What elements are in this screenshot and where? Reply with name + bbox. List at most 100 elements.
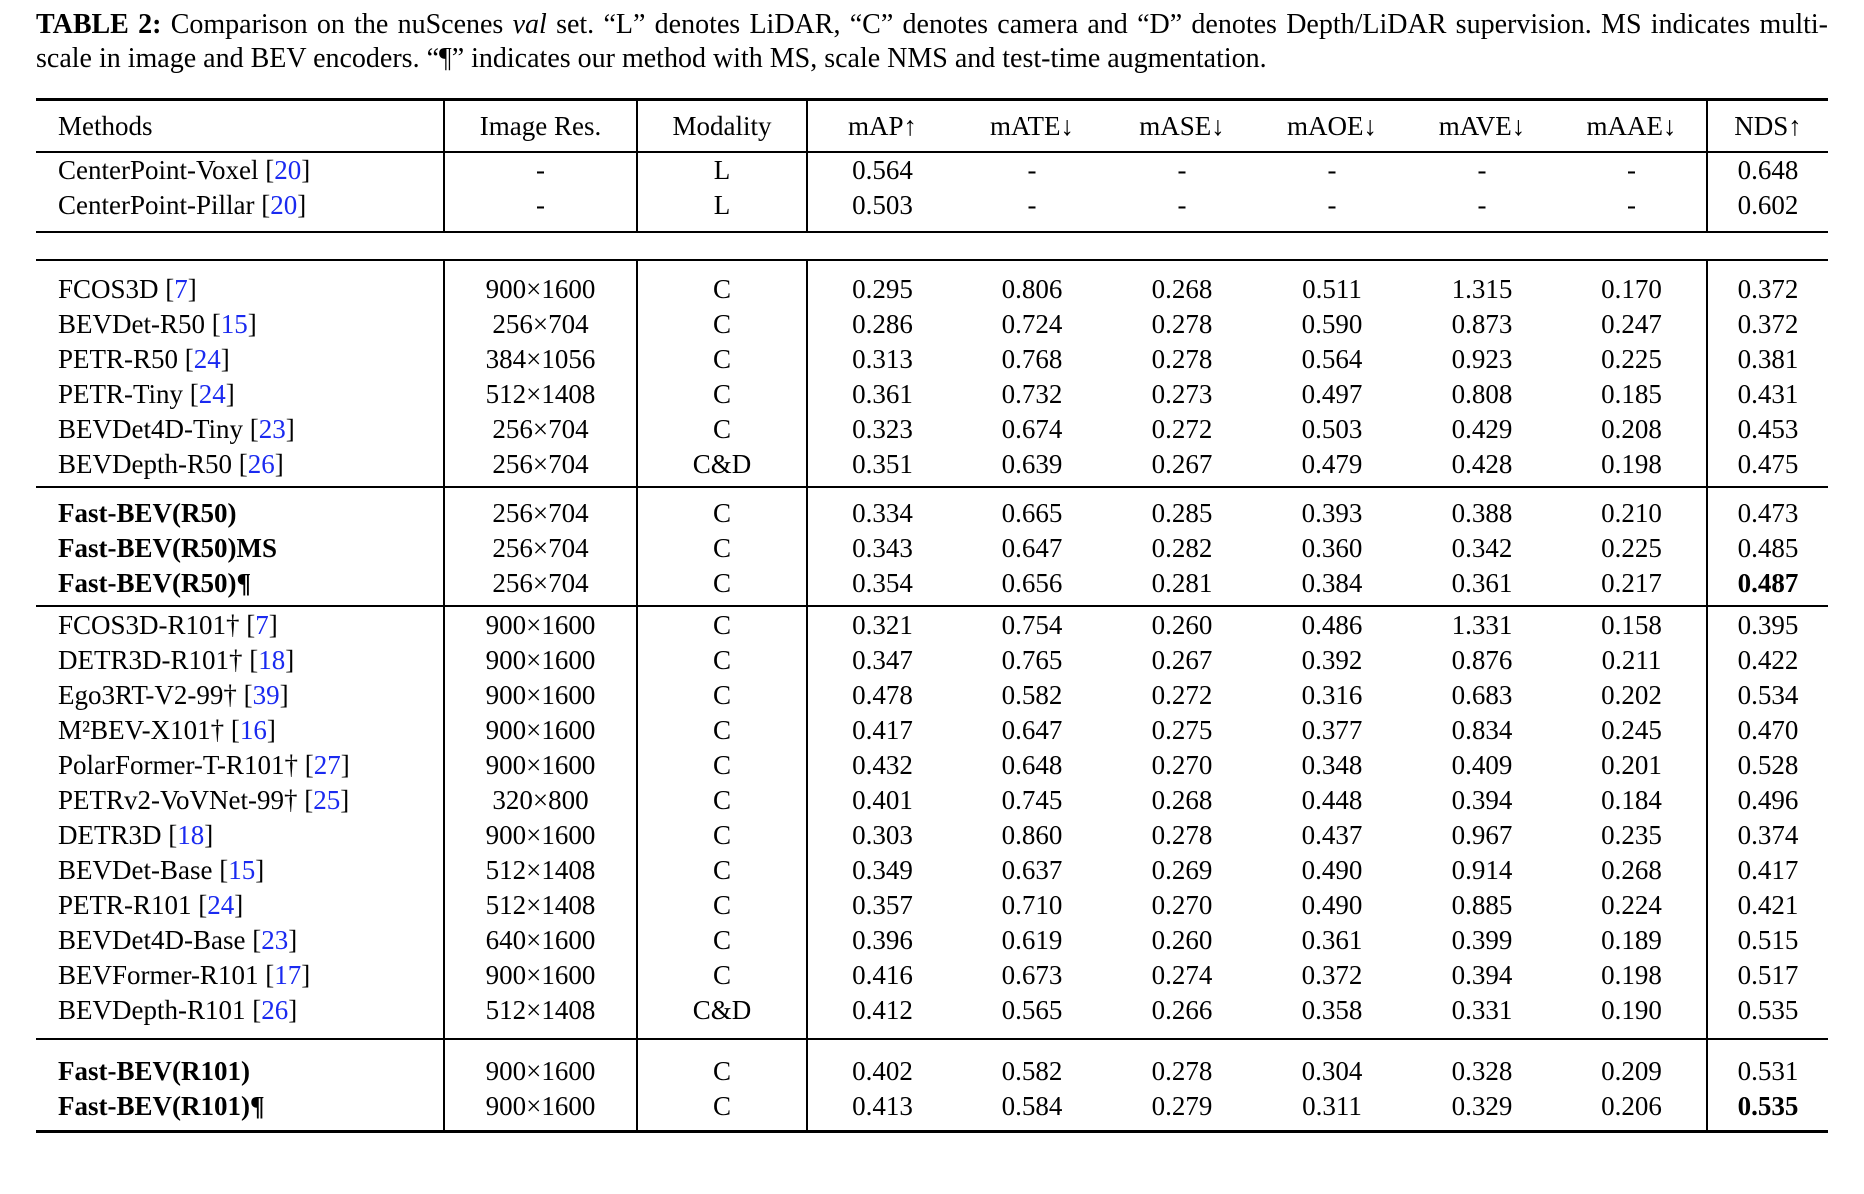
table-row: Fast-BEV(R50)¶ 256×704 C 0.354 0.656 0.281 0.3… bbox=[36, 566, 1828, 606]
citation-link[interactable]: 16 bbox=[239, 715, 267, 745]
citation-link[interactable]: 18 bbox=[177, 820, 205, 850]
metric-cell: - bbox=[1477, 155, 1487, 185]
metric-cell: 0.281 bbox=[1151, 568, 1213, 598]
metric-cell: - bbox=[1177, 190, 1187, 220]
modality-cell: C bbox=[637, 888, 808, 923]
method-cell: Fast-BEV(R101) bbox=[36, 1038, 445, 1089]
nds-cell: 0.395 bbox=[1707, 605, 1828, 643]
metric-cell: - bbox=[1557, 188, 1708, 232]
image-res-cell: 640×1600 bbox=[444, 923, 638, 958]
nds-cell: 0.648 bbox=[1737, 155, 1799, 185]
nds-cell: 0.531 bbox=[1707, 1038, 1828, 1089]
metric-cell: 0.184 bbox=[1557, 783, 1708, 818]
citation-link[interactable]: 17 bbox=[274, 960, 302, 990]
metric-cell: 0.275 bbox=[1151, 715, 1213, 745]
caption-val-word: val bbox=[512, 9, 547, 40]
modality-cell: C bbox=[637, 377, 808, 412]
metric-cell: 0.479 bbox=[1301, 449, 1363, 479]
metric-cell: 0.392 bbox=[1301, 645, 1363, 675]
metric-cell: 0.331 bbox=[1451, 995, 1513, 1025]
metric-cell: 0.448 bbox=[1301, 785, 1363, 815]
citation-link[interactable]: 24 bbox=[207, 890, 235, 920]
metric-cell: 0.357 bbox=[852, 890, 913, 920]
nds-cell: 0.421 bbox=[1737, 890, 1799, 920]
metric-cell: 0.270 bbox=[1151, 750, 1213, 780]
metric-cell: 0.437 bbox=[1301, 820, 1363, 850]
method-cell: Fast-BEV(R50)¶ bbox=[36, 566, 445, 606]
metric-cell: 0.361 bbox=[852, 379, 913, 409]
metric-cell: 0.511 bbox=[1302, 274, 1362, 304]
metric-cell: 0.348 bbox=[1301, 750, 1363, 780]
citation-link[interactable]: 26 bbox=[261, 995, 289, 1025]
column-header: mAAE↓ bbox=[1557, 99, 1708, 153]
metric-cell: 0.834 bbox=[1451, 715, 1513, 745]
nds-cell: 0.374 bbox=[1737, 820, 1799, 850]
nds-cell: 0.473 bbox=[1707, 486, 1828, 531]
metric-cell: 0.347 bbox=[852, 645, 913, 675]
citation-link[interactable]: 23 bbox=[261, 925, 289, 955]
citation-link[interactable]: 39 bbox=[252, 680, 280, 710]
modality-cell: C bbox=[637, 678, 808, 713]
metric-cell: 0.282 bbox=[1151, 533, 1213, 563]
citation-link[interactable]: 7 bbox=[174, 274, 188, 304]
metric-cell: 0.565 bbox=[1001, 995, 1063, 1025]
citation-link[interactable]: 24 bbox=[198, 379, 226, 409]
table-caption: TABLE 2: Comparison on the nuScenes val … bbox=[36, 8, 1828, 76]
method-name: Fast-BEV(R101)¶ bbox=[58, 1091, 265, 1121]
metric-cell: 0.211 bbox=[1557, 643, 1708, 678]
metric-cell: 0.590 bbox=[1301, 309, 1363, 339]
citation-link[interactable]: 23 bbox=[258, 414, 286, 444]
metric-cell: 0.323 bbox=[852, 414, 913, 444]
nds-cell: 0.485 bbox=[1737, 533, 1799, 563]
metric-cell: 0.201 bbox=[1557, 748, 1708, 783]
method-name: Fast-BEV(R50)MS bbox=[58, 533, 277, 563]
method-name: Fast-BEV(R50)¶ bbox=[58, 568, 252, 598]
nds-cell: 0.372 bbox=[1737, 274, 1799, 304]
method-name: DETR3D bbox=[58, 820, 162, 850]
metric-cell: 0.860 bbox=[1001, 820, 1063, 850]
citation-link[interactable]: 7 bbox=[255, 610, 269, 640]
citation-link[interactable]: 27 bbox=[313, 750, 341, 780]
metric-cell: 0.923 bbox=[1451, 344, 1513, 374]
metric-cell: 0.274 bbox=[1151, 960, 1213, 990]
citation-link[interactable]: 26 bbox=[247, 449, 275, 479]
citation-link[interactable]: 18 bbox=[258, 645, 286, 675]
metric-cell: 0.639 bbox=[1001, 449, 1063, 479]
citation-link[interactable]: 15 bbox=[220, 309, 248, 339]
table-row: Ego3RT-V2-99† [39] 900×1600 C 0.478 0.582 0.2… bbox=[36, 678, 1828, 713]
method-name: BEVFormer-R101 bbox=[58, 960, 259, 990]
citation-link[interactable]: 20 bbox=[270, 190, 298, 220]
metric-cell: 0.278 bbox=[1107, 1038, 1257, 1089]
citation-link[interactable]: 25 bbox=[313, 785, 341, 815]
modality-cell: C bbox=[637, 748, 808, 783]
metric-cell: 0.503 bbox=[852, 190, 913, 220]
column-header: mATE↓ bbox=[957, 99, 1107, 153]
table-row: BEVDet-Base [15] 512×1408 C 0.349 0.637 0.269… bbox=[36, 853, 1828, 888]
table-row: M²BEV-X101† [16] 900×1600 C 0.417 0.647 0.275… bbox=[36, 713, 1828, 748]
metric-cell: 0.198 bbox=[1557, 447, 1708, 487]
method-cell: DETR3D-R101† [18] bbox=[36, 643, 445, 678]
table-row: PETRv2-VoVNet-99† [25] 320×800 C 0.401 0.745… bbox=[36, 783, 1828, 818]
metric-cell: 0.377 bbox=[1301, 715, 1363, 745]
citation-link[interactable]: 20 bbox=[274, 155, 302, 185]
nds-cell: 0.422 bbox=[1737, 645, 1799, 675]
image-res-cell: 900×1600 bbox=[444, 1038, 638, 1089]
method-cell: PETR-Tiny [24] bbox=[36, 377, 445, 412]
caption-label: TABLE 2: bbox=[36, 9, 162, 40]
metric-cell: - bbox=[1477, 190, 1487, 220]
metric-cell: 0.268 bbox=[1151, 785, 1213, 815]
block-separator bbox=[36, 231, 1828, 261]
image-res-cell: 900×1600 bbox=[444, 713, 638, 748]
metric-cell: 0.412 bbox=[852, 995, 913, 1025]
nds-cell: 0.417 bbox=[1737, 855, 1799, 885]
table-row: DETR3D-R101† [18] 900×1600 C 0.347 0.765 0.26… bbox=[36, 643, 1828, 678]
modality-cell: C&D bbox=[637, 447, 808, 487]
image-res-cell: 900×1600 bbox=[444, 260, 638, 307]
citation-link[interactable]: 24 bbox=[193, 344, 221, 374]
modality-cell: C bbox=[637, 923, 808, 958]
metric-cell: 0.328 bbox=[1407, 1038, 1557, 1089]
citation-link[interactable]: 15 bbox=[228, 855, 256, 885]
metric-cell: 0.432 bbox=[852, 750, 913, 780]
table-row: PETR-Tiny [24] 512×1408 C 0.361 0.732 0.273 0.… bbox=[36, 377, 1828, 412]
metric-cell: 0.225 bbox=[1557, 342, 1708, 377]
